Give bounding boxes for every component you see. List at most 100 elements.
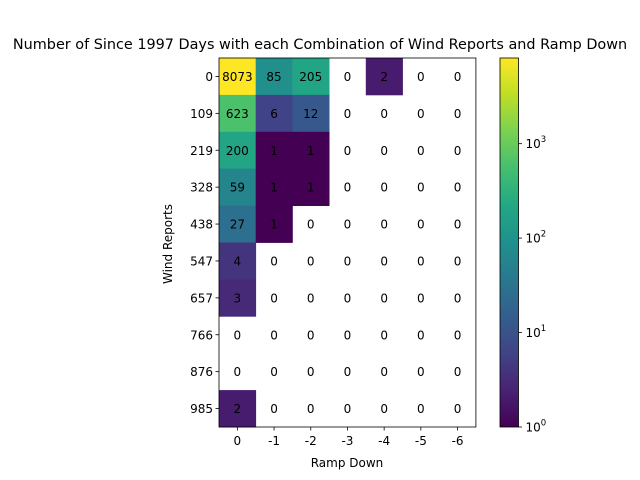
cell-value-label: 1	[270, 218, 278, 232]
heatmap-cell	[255, 205, 293, 243]
cell-value-label: 59	[230, 181, 245, 195]
y-tick-label: 219	[190, 144, 213, 158]
heatmap-cell	[365, 58, 403, 96]
cell-value-label: 0	[380, 402, 388, 416]
cell-value-label: 0	[454, 144, 462, 158]
cell-value-label: 0	[234, 328, 242, 342]
cell-value-label: 0	[344, 144, 352, 158]
heatmap-cell	[292, 131, 330, 170]
x-tick-label: 0	[234, 434, 242, 448]
cell-value-label: 623	[226, 107, 249, 121]
y-tick-label: 0	[205, 70, 213, 84]
heatmap-cell	[219, 205, 257, 243]
cell-value-label: 0	[380, 144, 388, 158]
colorbar-tick-label: 102	[526, 230, 547, 246]
cell-value-label: 8073	[222, 70, 253, 84]
heatmap-cell	[219, 279, 257, 317]
heatmap-cell	[255, 131, 293, 170]
y-tick-label: 766	[190, 328, 213, 342]
cell-value-label: 6	[270, 107, 278, 121]
heatmap-cell	[255, 168, 293, 206]
cell-value-label: 0	[417, 218, 425, 232]
heatmap-cells	[219, 58, 403, 428]
cell-value-label: 0	[454, 365, 462, 379]
y-tick-label: 657	[190, 291, 213, 305]
colorbar: 100 101 102 103	[499, 57, 547, 435]
cell-value-label: 1	[307, 181, 315, 195]
cell-value-label: 0	[417, 254, 425, 268]
cell-value-label: 0	[344, 291, 352, 305]
cell-value-label: 0	[270, 328, 278, 342]
x-tick-label: -6	[452, 434, 464, 448]
y-tick-label: 438	[190, 218, 213, 232]
cell-value-label: 0	[344, 365, 352, 379]
cell-value-label: 85	[266, 70, 281, 84]
y-axis-label: Wind Reports	[161, 204, 175, 284]
cell-value-label: 0	[270, 402, 278, 416]
chart-title: Number of Since 1997 Days with each Comb…	[13, 37, 627, 53]
cell-value-label: 0	[307, 402, 315, 416]
cell-value-label: 0	[454, 218, 462, 232]
cell-value-label: 0	[417, 328, 425, 342]
cell-value-label: 0	[344, 328, 352, 342]
heatmap-cell	[219, 58, 257, 96]
cell-value-label: 205	[299, 70, 322, 84]
cell-value-label: 4	[234, 254, 242, 268]
heatmap-cell	[219, 168, 257, 206]
x-axis-label: Ramp Down	[311, 456, 384, 470]
cell-value-label: 0	[454, 254, 462, 268]
cell-value-label: 0	[307, 218, 315, 232]
cell-value-label: 0	[344, 402, 352, 416]
cell-value-label: 0	[380, 328, 388, 342]
heatmap-cell	[292, 168, 330, 206]
cell-value-label: 0	[380, 254, 388, 268]
x-tick-label: -1	[268, 434, 280, 448]
cell-value-label: 0	[344, 107, 352, 121]
cell-value-label: 0	[307, 365, 315, 379]
cell-value-label: 2	[234, 402, 242, 416]
cell-value-label: 0	[417, 144, 425, 158]
cell-value-label: 0	[307, 328, 315, 342]
cell-value-label: 0	[344, 218, 352, 232]
cell-value-label: 0	[417, 107, 425, 121]
colorbar-gradient	[499, 57, 519, 428]
cell-value-label: 0	[307, 254, 315, 268]
x-tick-label: -3	[341, 434, 353, 448]
heatmap-cell	[255, 94, 293, 133]
heatmap-cell	[219, 131, 257, 170]
cell-value-label: 0	[380, 365, 388, 379]
cell-value-label: 0	[417, 365, 425, 379]
heatmap-cell	[292, 58, 330, 96]
cell-value-label: 0	[344, 181, 352, 195]
cell-value-label: 0	[454, 291, 462, 305]
cell-value-label: 3	[234, 291, 242, 305]
heatmap-cell	[219, 390, 257, 428]
y-tick-label: 328	[190, 181, 213, 195]
cell-value-label: 1	[270, 144, 278, 158]
heatmap-cell	[219, 242, 257, 280]
y-tick-label: 109	[190, 107, 213, 121]
cell-value-label: 0	[380, 291, 388, 305]
cell-value-label: 0	[417, 291, 425, 305]
cell-value-label: 0	[454, 402, 462, 416]
cell-value-label: 0	[270, 365, 278, 379]
heatmap-cell	[219, 94, 257, 133]
y-tick-label: 985	[190, 402, 213, 416]
x-tick-label: -2	[305, 434, 317, 448]
cell-value-label: 0	[234, 365, 242, 379]
x-tick-label: -4	[378, 434, 390, 448]
cell-value-label: 0	[454, 107, 462, 121]
cell-value-label: 0	[270, 254, 278, 268]
colorbar-tick-label: 100	[526, 419, 547, 435]
cell-value-label: 0	[417, 181, 425, 195]
cell-value-label: 12	[303, 107, 318, 121]
heatmap-cell	[255, 58, 293, 96]
cell-value-label: 200	[226, 144, 249, 158]
cell-value-label: 0	[380, 218, 388, 232]
cell-value-label: 0	[344, 254, 352, 268]
cell-value-label: 27	[230, 218, 245, 232]
cell-value-label: 0	[344, 70, 352, 84]
y-tick-label: 547	[190, 254, 213, 268]
cell-value-label: 0	[454, 181, 462, 195]
